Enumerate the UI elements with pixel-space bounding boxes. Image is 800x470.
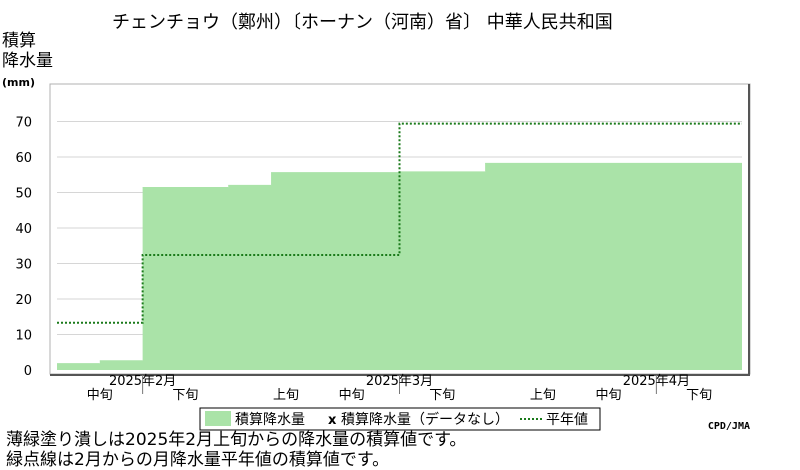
legend-swatch-accumulated [205, 411, 231, 426]
x-dekad-label: 上旬 [530, 388, 556, 403]
y-tick-label: 50 [15, 187, 32, 202]
y-tick-label: 60 [15, 151, 32, 166]
y-tick-label: 20 [15, 293, 32, 308]
x-dekad-label: 中旬 [596, 388, 622, 403]
x-dekad-label: 上旬 [273, 388, 299, 403]
legend-label-accumulated: 積算降水量 [235, 412, 305, 428]
y-tick-label: 10 [15, 329, 32, 344]
x-dekad-label: 下旬 [172, 388, 198, 403]
y-tick-label: 0 [24, 364, 32, 379]
x-dekad-label: 下旬 [686, 388, 712, 403]
y-axis-label: 積算降水量 (mm) [2, 31, 53, 89]
y-tick-label: 40 [15, 222, 32, 237]
x-month-label: 2025年2月 [109, 374, 176, 389]
chart-title: チェンチョウ（鄭州）〔ホーナン（河南）省〕 中華人民共和国 [112, 12, 613, 33]
x-month-label: 2025年3月 [366, 374, 433, 389]
legend-label-nodata: 積算降水量（データなし） [341, 411, 509, 428]
legend-symbol-nodata: x [328, 413, 337, 428]
legend-label-normal: 平年値 [546, 412, 588, 428]
x-dekad-label: 中旬 [87, 388, 113, 403]
accumulated-precip-area [57, 163, 742, 370]
y-axis-label-line: 降水量 [2, 51, 53, 71]
note-accumulated: 薄緑塗り潰しは2025年2月上旬からの降水量の積算値です。 [6, 430, 467, 450]
note-normal: 緑点線は2月からの月降水量平年値の積算値です。 [6, 450, 390, 470]
normal-precip-line [57, 122, 742, 324]
y-axis-label-line: 積算 [2, 31, 36, 51]
y-tick-label: 70 [15, 116, 32, 131]
x-dekad-label: 中旬 [339, 388, 365, 403]
x-month-label: 2025年4月 [623, 374, 690, 389]
legend: 積算降水量 x 積算降水量（データなし） 平年値 [199, 407, 601, 431]
y-axis-label-line: (mm) [2, 76, 35, 89]
credit-label: CPD/JMA [707, 421, 750, 432]
legend-box [199, 407, 601, 431]
x-dekad-label: 下旬 [429, 388, 455, 403]
y-tick-label: 30 [15, 258, 32, 273]
